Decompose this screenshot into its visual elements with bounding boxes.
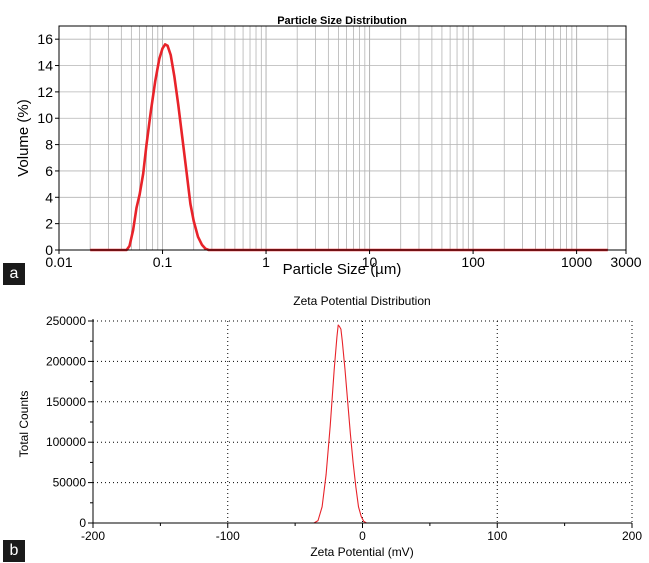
- size-y-tick-label: 8: [45, 137, 53, 153]
- zeta-y-tick-label: 100000: [46, 435, 86, 449]
- size-y-tick-label: 12: [37, 84, 53, 100]
- zeta-chart: -200 -100 0 100 200 0 50000 100000 150000 200000 2…: [17, 294, 642, 559]
- size-x-tick-label: 100: [461, 254, 485, 270]
- size-y-tick-label: 0: [45, 242, 53, 258]
- size-ticks: 0.01 0.1 1 10 100 1000 3000 0 2 4 6 8 10 12 14 16: [37, 31, 641, 270]
- size-x-tick-label: 10: [362, 254, 378, 270]
- zeta-y-axis-label: Total Counts: [17, 391, 31, 458]
- size-y-tick-label: 14: [37, 58, 53, 74]
- zeta-x-tick-label: 200: [622, 529, 642, 543]
- zeta-x-tick-label: -200: [81, 529, 105, 543]
- size-x-tick-label: 0.1: [153, 254, 173, 270]
- zeta-y-tick-label: 0: [79, 516, 86, 530]
- size-y-tick-label: 6: [45, 163, 53, 179]
- zeta-distribution-line: [160, 324, 565, 524]
- zeta-x-tick-label: -100: [216, 529, 240, 543]
- size-y-tick-label: 16: [37, 31, 53, 47]
- size-chart-title: Particle Size Distribution: [277, 15, 407, 27]
- size-y-tick-label: 4: [45, 189, 53, 205]
- size-grid: [58, 26, 627, 251]
- zeta-chart-title: Zeta Potential Distribution: [293, 294, 430, 308]
- size-x-tick-label: 1000: [561, 254, 592, 270]
- zeta-ticks: -200 -100 0 100 200 0 50000 100000 150000 200000 2…: [46, 314, 642, 543]
- size-x-tick-label: 3000: [610, 254, 641, 270]
- size-axes: [58, 25, 627, 251]
- size-x-axis-label: Particle Size (µm): [283, 261, 402, 278]
- size-y-axis-label: Volume (%): [15, 99, 32, 177]
- zeta-y-tick-label: 200000: [46, 354, 86, 368]
- size-y-tick-label: 10: [37, 110, 53, 126]
- zeta-x-axis-label: Zeta Potential (mV): [310, 545, 413, 559]
- zeta-series: [160, 324, 565, 524]
- zeta-y-tick-label: 50000: [53, 476, 87, 490]
- size-chart: 0.01 0.1 1 10 100 1000 3000 0 2 4 6 8 10 12 14 16 Parti…: [15, 15, 642, 278]
- zeta-x-tick-label: 100: [487, 529, 507, 543]
- size-plot-area: [59, 26, 626, 250]
- panel-label-b: b: [3, 540, 25, 562]
- zeta-y-tick-label: 250000: [46, 314, 86, 328]
- zeta-y-tick-label: 150000: [46, 395, 86, 409]
- zeta-x-tick-label: 0: [359, 529, 366, 543]
- size-x-tick-label: 1: [262, 254, 270, 270]
- size-plot-frame: [58, 25, 627, 251]
- size-y-tick-label: 2: [45, 216, 53, 232]
- zeta-grid: [93, 320, 633, 523]
- panel-label-a: a: [3, 263, 25, 285]
- size-x-tick-label: 0.01: [45, 254, 72, 270]
